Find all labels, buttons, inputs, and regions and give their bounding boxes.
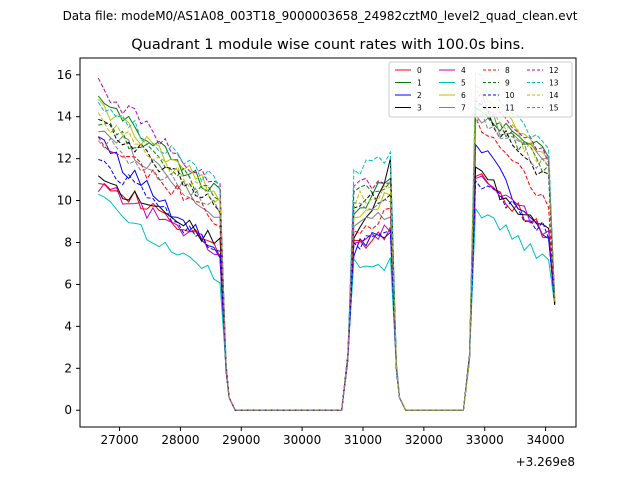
y-tick-label: 4 <box>64 319 72 333</box>
legend-label-1: 1 <box>417 79 422 88</box>
plot-area <box>97 72 556 411</box>
series-line-15 <box>97 111 556 411</box>
legend-label-7: 7 <box>461 104 466 113</box>
figure-suptitle: Data file: modeM0/AS1A08_003T18_90000036… <box>63 9 578 23</box>
x-tick-label: 30000 <box>283 433 321 447</box>
y-tick-label: 2 <box>64 361 72 375</box>
series-line-14 <box>97 88 556 411</box>
y-tick-label: 16 <box>57 68 72 82</box>
y-tick-label: 12 <box>57 152 72 166</box>
legend-label-6: 6 <box>461 91 466 100</box>
legend-label-12: 12 <box>549 66 559 75</box>
legend-label-5: 5 <box>461 79 466 88</box>
series-line-10 <box>98 159 556 411</box>
x-tick-label: 31000 <box>344 433 382 447</box>
series-line-5 <box>98 193 556 411</box>
x-tick-label: 29000 <box>222 433 260 447</box>
legend-label-10: 10 <box>505 91 515 100</box>
series-line-13 <box>97 72 556 411</box>
legend-label-3: 3 <box>417 104 422 113</box>
legend-label-0: 0 <box>417 66 422 75</box>
x-tick-label: 33000 <box>466 433 504 447</box>
y-tick-label: 6 <box>64 277 72 291</box>
x-tick-label: 32000 <box>405 433 443 447</box>
series-line-9 <box>98 99 556 411</box>
x-offset-label: +3.269e8 <box>516 455 575 469</box>
x-tick-label: 34000 <box>526 433 564 447</box>
series-line-11 <box>98 99 556 411</box>
series-line-8 <box>97 116 556 411</box>
axes: 27000 28000 29000 30000 31000 32000 33000 34000… <box>57 57 577 447</box>
legend-label-13: 13 <box>549 79 559 88</box>
y-tick-label: 14 <box>57 110 72 124</box>
series-line-7 <box>98 113 556 411</box>
legend-label-11: 11 <box>505 104 515 113</box>
chart-title: Quadrant 1 module wise count rates with … <box>131 37 525 53</box>
y-tick-label: 10 <box>57 194 72 208</box>
legend-label-9: 9 <box>505 79 510 88</box>
series-line-3 <box>97 158 556 411</box>
legend-label-8: 8 <box>505 66 510 75</box>
y-tick-label: 8 <box>64 236 72 250</box>
legend-label-14: 14 <box>549 91 559 100</box>
legend-label-2: 2 <box>417 91 422 100</box>
legend-box <box>388 61 573 118</box>
legend-label-15: 15 <box>549 104 559 113</box>
legend-label-4: 4 <box>461 66 466 75</box>
x-tick-label: 27000 <box>100 433 138 447</box>
y-tick-label: 0 <box>64 403 72 417</box>
series-line-4 <box>97 175 556 411</box>
x-tick-label: 28000 <box>161 433 199 447</box>
